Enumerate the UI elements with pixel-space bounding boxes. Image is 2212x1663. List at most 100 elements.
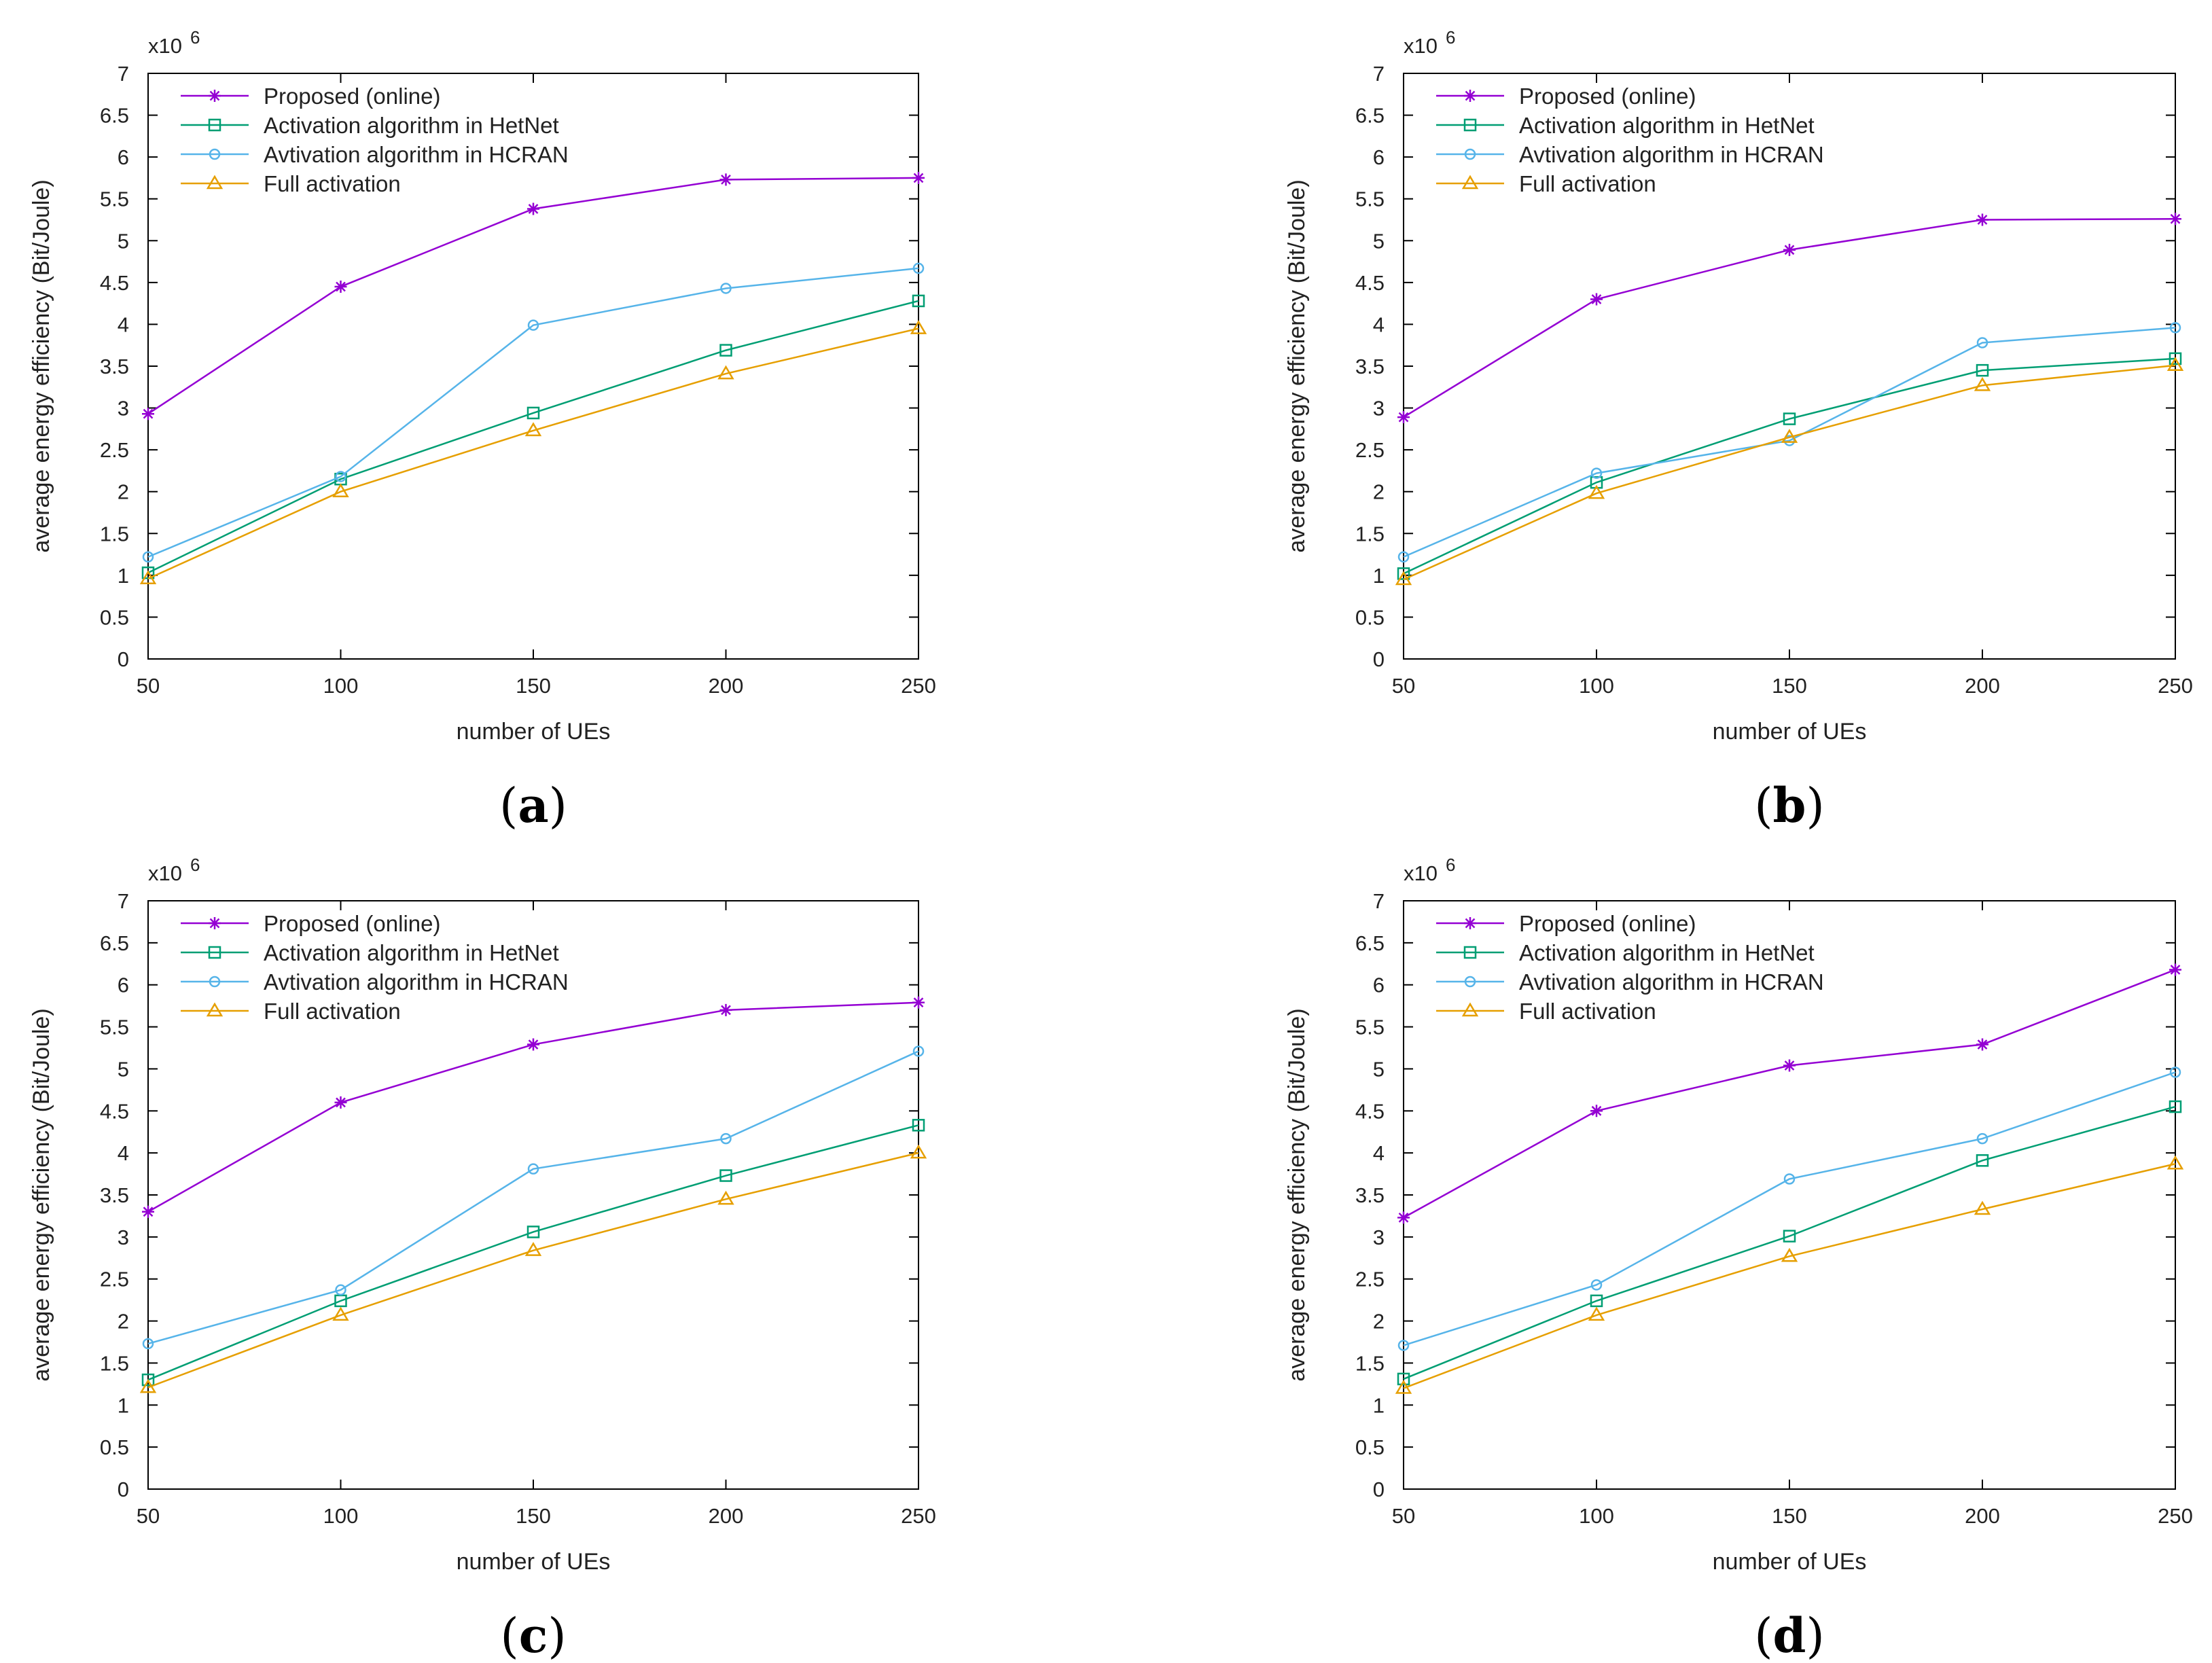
legend-marker bbox=[209, 917, 221, 929]
y-tick-label: 7 bbox=[1373, 889, 1385, 913]
y-tick-label: 1.5 bbox=[100, 522, 129, 546]
panel-caption: (c) bbox=[500, 1607, 566, 1663]
caption-letter: d bbox=[1773, 1607, 1806, 1663]
data-point bbox=[1976, 363, 1989, 377]
legend-item: Full activation bbox=[181, 999, 401, 1024]
x-axis-label: number of UEs bbox=[457, 719, 611, 745]
y-tick-label: 6 bbox=[118, 145, 129, 169]
data-point bbox=[912, 171, 925, 184]
x-tick-label: 200 bbox=[1965, 1504, 2000, 1528]
y-tick-label: 0 bbox=[1373, 1478, 1385, 1501]
y-tick-label: 1.5 bbox=[1355, 522, 1385, 546]
caption-close-paren: ) bbox=[1806, 778, 1824, 834]
y-tick-label: 2.5 bbox=[100, 1268, 129, 1291]
x-tick-label: 200 bbox=[709, 674, 744, 698]
y-tick-label: 6.5 bbox=[1355, 104, 1385, 128]
data-point bbox=[717, 1190, 734, 1205]
legend: Proposed (online) Activation algorithm in… bbox=[181, 911, 569, 1024]
legend-marker bbox=[1464, 917, 1476, 929]
y-tick-label: 7 bbox=[1373, 62, 1385, 86]
legend-label: Proposed (online) bbox=[1519, 911, 1696, 936]
legend: Proposed (online) Activation algorithm in… bbox=[1436, 911, 1824, 1024]
y-tick-label: 3 bbox=[1373, 397, 1385, 421]
data-point bbox=[1976, 213, 1988, 226]
chart-panel-d: 0 0.5 1 1.5 2 2.5 3 3.5 4 4.5 5 5.5 6 6.5 7 50 100 150 200… bbox=[1284, 855, 2193, 1663]
data-point bbox=[527, 406, 540, 420]
x-tick-label: 100 bbox=[1579, 1504, 1614, 1528]
legend-marker bbox=[208, 946, 221, 959]
data-point bbox=[334, 1096, 347, 1109]
legend-label: Activation algorithm in HetNet bbox=[1519, 940, 1815, 965]
legend-item: Proposed (online) bbox=[181, 84, 441, 109]
data-point bbox=[142, 551, 154, 563]
data-point bbox=[1974, 376, 1991, 391]
data-point bbox=[1395, 1380, 1412, 1394]
data-point bbox=[910, 1144, 927, 1159]
x-tick-label: 100 bbox=[323, 1504, 359, 1528]
y-scale-exponent: 6 bbox=[190, 855, 200, 875]
x-tick-label: 250 bbox=[901, 1504, 936, 1528]
y-tick-label: 3.5 bbox=[100, 1183, 129, 1207]
x-tick-label: 150 bbox=[1772, 1504, 1807, 1528]
x-axis-label: number of UEs bbox=[1713, 1549, 1867, 1575]
caption-letter: c bbox=[519, 1607, 548, 1663]
data-point bbox=[1976, 1154, 1989, 1167]
x-tick-label: 100 bbox=[323, 674, 359, 698]
y-tick-label: 0.5 bbox=[100, 605, 129, 629]
legend-label: Avtivation algorithm in HCRAN bbox=[264, 969, 569, 995]
data-point bbox=[2169, 322, 2181, 334]
series-0 bbox=[142, 171, 925, 421]
series-line bbox=[147, 327, 919, 579]
x-axis-label: number of UEs bbox=[1713, 719, 1867, 745]
data-point bbox=[2169, 352, 2182, 365]
y-tick-label: 6 bbox=[1373, 145, 1385, 169]
y-tick-label: 5.5 bbox=[1355, 1016, 1385, 1039]
data-point bbox=[719, 344, 732, 357]
data-point bbox=[1783, 243, 1796, 256]
y-tick-label: 2 bbox=[118, 480, 129, 504]
y-tick-label: 5.5 bbox=[1355, 187, 1385, 211]
legend-marker bbox=[208, 118, 221, 132]
data-point bbox=[912, 1045, 925, 1057]
y-scale-exponent: 6 bbox=[190, 27, 200, 48]
legend-item: Full activation bbox=[1436, 171, 1656, 196]
data-point bbox=[335, 471, 346, 482]
legend-marker bbox=[1461, 175, 1479, 190]
y-tick-label: 1 bbox=[118, 1393, 129, 1417]
y-tick-label: 5 bbox=[118, 229, 129, 253]
y-tick-label: 4.5 bbox=[100, 271, 129, 295]
x-tick-label: 150 bbox=[516, 1504, 551, 1528]
y-tick-label: 4 bbox=[118, 1141, 129, 1165]
data-point bbox=[332, 483, 349, 497]
legend-item: Activation algorithm in HetNet bbox=[181, 940, 559, 965]
y-tick-label: 2.5 bbox=[1355, 1268, 1385, 1291]
data-point bbox=[720, 283, 732, 294]
legend-label: Avtivation algorithm in HCRAN bbox=[1519, 142, 1824, 167]
y-tick-label: 0 bbox=[1373, 647, 1385, 671]
data-point bbox=[1976, 1132, 1988, 1145]
caption-close-paren: ) bbox=[549, 778, 567, 834]
y-tick-label: 5 bbox=[118, 1057, 129, 1081]
series-0 bbox=[1397, 963, 2181, 1224]
series-line bbox=[147, 300, 919, 574]
legend-item: Avtivation algorithm in HCRAN bbox=[1436, 142, 1824, 167]
legend-item: Proposed (online) bbox=[181, 911, 441, 936]
series-2 bbox=[1397, 322, 2181, 563]
data-point bbox=[1781, 429, 1798, 443]
y-tick-label: 3.5 bbox=[1355, 1183, 1385, 1207]
legend-label: Full activation bbox=[1519, 171, 1656, 196]
x-tick-label: 150 bbox=[1772, 674, 1807, 698]
y-tick-label: 1 bbox=[118, 564, 129, 588]
x-tick-label: 100 bbox=[1579, 674, 1614, 698]
data-point bbox=[1783, 435, 1796, 446]
y-tick-label: 4 bbox=[118, 312, 129, 336]
legend-label: Proposed (online) bbox=[264, 911, 441, 936]
x-tick-label: 250 bbox=[2158, 674, 2193, 698]
data-point bbox=[1397, 1340, 1410, 1351]
data-point bbox=[1397, 551, 1410, 563]
y-tick-label: 1 bbox=[1373, 1393, 1385, 1417]
series-2 bbox=[142, 262, 925, 563]
x-axis-label: number of UEs bbox=[457, 1549, 611, 1575]
y-axis-label: average energy efficiency (Bit/Joule) bbox=[1284, 179, 1310, 552]
caption-letter: a bbox=[518, 777, 548, 834]
